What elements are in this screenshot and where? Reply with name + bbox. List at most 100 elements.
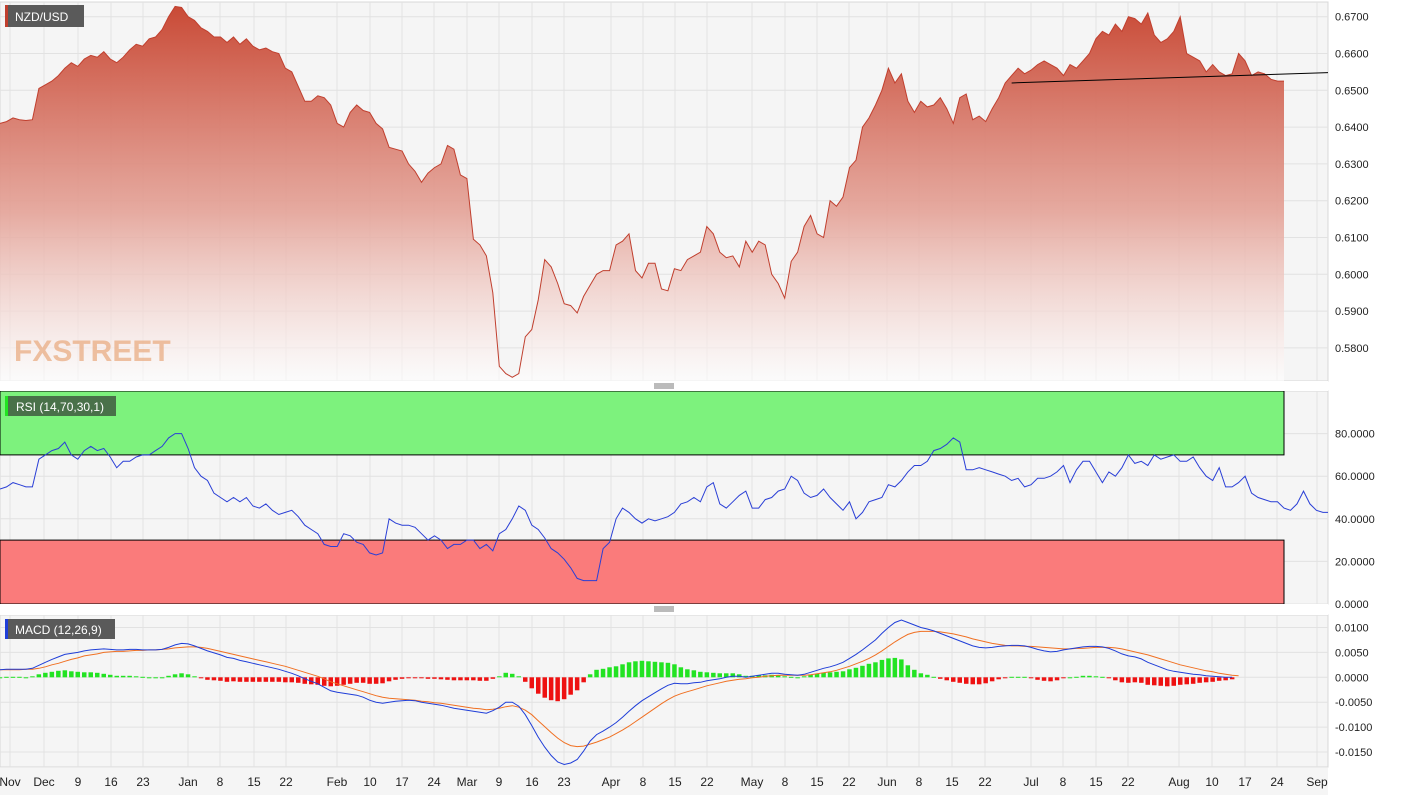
rsi-label-bg bbox=[5, 396, 116, 416]
histogram-bar bbox=[380, 677, 385, 684]
price-y-tick-label: 0.6500 bbox=[1335, 85, 1369, 97]
macd-label-marker bbox=[5, 619, 8, 639]
histogram-bar bbox=[873, 662, 878, 678]
x-tick-label: Jun bbox=[877, 775, 896, 789]
rsi-y-tick-label: 80.0000 bbox=[1335, 429, 1375, 441]
histogram-bar bbox=[471, 677, 476, 681]
rsi-y-axis: 80.0000 60.0000 40.0000 20.0000 0.0000 bbox=[1335, 429, 1375, 611]
price-rsi-resize-handle[interactable] bbox=[0, 381, 1328, 391]
histogram-bar bbox=[159, 677, 165, 679]
histogram-bar bbox=[1035, 677, 1040, 680]
histogram-bar bbox=[1106, 677, 1112, 679]
histogram-bar bbox=[1015, 676, 1021, 678]
x-tick-label: 8 bbox=[217, 775, 224, 789]
rsi-y-tick-label: 40.0000 bbox=[1335, 514, 1375, 526]
histogram-bar bbox=[1223, 677, 1228, 681]
histogram-bar bbox=[1022, 676, 1027, 678]
histogram-bar bbox=[1132, 677, 1138, 683]
histogram-bar bbox=[678, 667, 684, 678]
oversold-zone bbox=[0, 539, 1285, 605]
x-tick-label: Mar bbox=[457, 775, 478, 789]
histogram-bar bbox=[905, 665, 911, 678]
x-tick-label: 10 bbox=[1205, 775, 1219, 789]
x-tick-label: Sep bbox=[1306, 775, 1328, 789]
histogram-bar bbox=[1171, 677, 1176, 686]
histogram-bar bbox=[989, 677, 995, 682]
histogram-bar bbox=[231, 677, 236, 682]
histogram-bar bbox=[69, 671, 74, 678]
x-tick-label: Dec bbox=[33, 775, 54, 789]
histogram-bar bbox=[244, 677, 249, 682]
histogram-bar bbox=[555, 677, 560, 702]
price-y-tick-label: 0.5900 bbox=[1335, 306, 1369, 318]
histogram-bar bbox=[315, 677, 320, 685]
histogram-bar bbox=[1197, 677, 1202, 683]
histogram-bar bbox=[691, 670, 697, 678]
histogram-bar bbox=[847, 669, 852, 678]
histogram-bar bbox=[970, 677, 975, 685]
price-label: NZD/USD bbox=[5, 5, 84, 27]
histogram-bar bbox=[237, 677, 243, 682]
histogram-bar bbox=[393, 677, 398, 680]
histogram-bar bbox=[944, 677, 949, 681]
histogram-bar bbox=[211, 677, 217, 681]
x-tick-label: 16 bbox=[525, 775, 539, 789]
histogram-bar bbox=[1184, 677, 1189, 685]
histogram-bar bbox=[600, 668, 606, 678]
price-label-marker bbox=[5, 5, 8, 27]
x-tick-label: 15 bbox=[810, 775, 824, 789]
histogram-bar bbox=[938, 677, 943, 679]
price-y-tick-label: 0.6600 bbox=[1335, 49, 1369, 61]
x-tick-label: Nov bbox=[0, 775, 21, 789]
rsi-line bbox=[0, 433, 1328, 582]
histogram-bar bbox=[1203, 677, 1209, 683]
price-label-bg bbox=[5, 5, 84, 27]
histogram-bar bbox=[172, 674, 178, 678]
histogram-bar bbox=[1126, 677, 1131, 683]
histogram-bar bbox=[166, 675, 171, 678]
histogram-bar bbox=[406, 677, 411, 679]
histogram-bar bbox=[782, 676, 787, 678]
histogram-bar bbox=[270, 677, 275, 682]
x-tick-label: 15 bbox=[945, 775, 959, 789]
histogram-bar bbox=[185, 674, 191, 678]
x-axis-bar bbox=[0, 768, 1328, 795]
histogram-bar bbox=[477, 677, 483, 681]
histogram-bar bbox=[1074, 676, 1079, 678]
histogram-bar bbox=[561, 677, 567, 700]
histogram-bar bbox=[536, 677, 541, 694]
price-y-tick-label: 0.6300 bbox=[1335, 159, 1369, 171]
histogram-bar bbox=[1210, 677, 1215, 682]
histogram-bar bbox=[1061, 677, 1066, 679]
histogram-bar bbox=[912, 669, 917, 678]
rsi-macd-resize-handle[interactable] bbox=[0, 604, 1328, 615]
histogram-bar bbox=[1009, 676, 1014, 678]
x-tick-label: 22 bbox=[978, 775, 992, 789]
histogram-bar bbox=[360, 677, 366, 683]
histogram-bar bbox=[250, 677, 256, 682]
macd-label-text: MACD (12,26,9) bbox=[15, 623, 102, 637]
histogram-bar bbox=[1165, 677, 1170, 687]
histogram-bar bbox=[153, 677, 158, 679]
x-tick-label: 9 bbox=[496, 775, 503, 789]
histogram-bar bbox=[23, 677, 29, 679]
price-y-tick-label: 0.6400 bbox=[1335, 122, 1369, 134]
price-y-tick-label: 0.6000 bbox=[1335, 269, 1369, 281]
histogram-bar bbox=[101, 673, 106, 678]
histogram-bar bbox=[976, 677, 982, 685]
histogram-bar bbox=[795, 677, 800, 679]
histogram-bar bbox=[497, 676, 502, 678]
histogram-bar bbox=[827, 672, 833, 678]
histogram-bar bbox=[1028, 677, 1034, 679]
macd-label-bg bbox=[5, 619, 115, 639]
histogram-bar bbox=[756, 675, 761, 678]
x-tick-label: 22 bbox=[842, 775, 856, 789]
overbought-zone bbox=[0, 390, 1285, 456]
fxstreet-watermark: FXSTREET bbox=[14, 335, 171, 368]
histogram-bar bbox=[879, 659, 885, 678]
histogram-bar bbox=[951, 677, 956, 682]
histogram-bar bbox=[205, 677, 210, 680]
histogram-bar bbox=[775, 675, 781, 678]
histogram-bar bbox=[704, 672, 710, 678]
